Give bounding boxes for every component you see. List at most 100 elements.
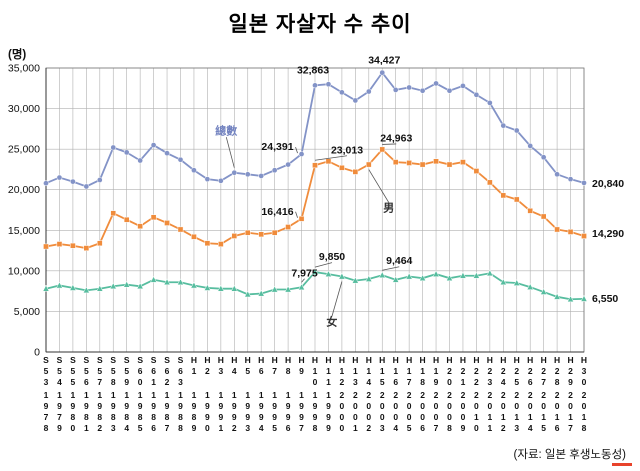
- marker-total: [231, 169, 238, 176]
- marker-male: [218, 241, 224, 247]
- marker-female: [136, 282, 144, 290]
- chart-title: 일본 자살자 수 추이: [228, 13, 412, 36]
- marker-male: [513, 196, 520, 203]
- marker-male: [392, 159, 399, 165]
- marker-male: [271, 229, 278, 236]
- marker-total: [150, 142, 157, 148]
- annotation-label: 20,840: [592, 178, 624, 190]
- annotation-label: 14,290: [592, 228, 624, 240]
- marker-total: [433, 80, 439, 87]
- gridlines: [45, 67, 585, 353]
- y-tick-label: 10,000: [8, 265, 40, 277]
- marker-total: [500, 122, 507, 129]
- marker-male: [460, 159, 466, 165]
- marker-female: [445, 274, 454, 282]
- annotation-label: 總數: [215, 124, 237, 138]
- marker-female: [203, 283, 211, 291]
- marker-female: [55, 281, 63, 289]
- marker-female: [540, 288, 548, 295]
- marker-total: [487, 100, 493, 106]
- annotation-label: 23,013: [331, 144, 363, 156]
- marker-male: [339, 164, 345, 171]
- annotation-leader: [295, 211, 298, 218]
- y-tick-label: 15,000: [8, 225, 40, 237]
- annotation-label: 6,550: [592, 293, 618, 305]
- marker-female: [378, 271, 386, 279]
- marker-total: [298, 151, 305, 157]
- marker-male: [554, 226, 560, 233]
- marker-female: [499, 278, 507, 286]
- marker-female: [96, 284, 104, 292]
- marker-total: [164, 150, 170, 157]
- marker-total: [460, 83, 466, 89]
- series-female: [42, 268, 588, 303]
- annotation-label: 32,863: [297, 64, 329, 76]
- marker-female: [163, 278, 171, 286]
- y-tick-label: 20,000: [8, 184, 40, 196]
- marker-female: [109, 282, 117, 290]
- marker-total: [285, 161, 291, 168]
- marker-male: [244, 229, 251, 236]
- marker-male: [56, 241, 63, 247]
- annotation-label: 34,427: [368, 55, 400, 67]
- red-mark: [612, 463, 632, 466]
- marker-total: [365, 88, 372, 95]
- marker-female: [338, 272, 346, 280]
- annotation-leader: [382, 266, 400, 271]
- marker-male: [419, 161, 426, 168]
- marker-total: [177, 156, 184, 163]
- marker-total: [446, 87, 453, 94]
- y-tick-label: 30,000: [8, 103, 40, 115]
- marker-female: [553, 292, 561, 300]
- marker-female: [298, 283, 306, 291]
- marker-total: [581, 180, 587, 186]
- marker-male: [433, 158, 439, 165]
- annotation-leader: [331, 281, 343, 317]
- annotation-label: 16,416: [261, 206, 293, 218]
- marker-female: [123, 280, 131, 288]
- marker-male: [567, 229, 574, 235]
- marker-total: [567, 176, 574, 183]
- marker-male: [123, 216, 130, 223]
- marker-male: [365, 161, 372, 168]
- marker-male: [352, 169, 359, 175]
- marker-male: [231, 233, 238, 239]
- marker-male: [325, 158, 332, 165]
- annotation-leader: [301, 278, 305, 283]
- marker-male: [446, 161, 453, 168]
- marker-male: [298, 215, 305, 222]
- marker-female: [257, 289, 265, 297]
- marker-female: [324, 270, 332, 277]
- marker-total: [137, 157, 143, 164]
- marker-male: [500, 192, 507, 199]
- y-tick-label: 5,000: [14, 306, 40, 318]
- marker-female: [392, 275, 400, 283]
- marker-total: [554, 171, 560, 178]
- marker-total: [527, 143, 534, 149]
- marker-male: [96, 240, 103, 247]
- annotation-label: 9,850: [319, 251, 345, 263]
- marker-male: [70, 242, 76, 249]
- annotation-label: 9,464: [386, 255, 412, 267]
- marker-female: [42, 284, 50, 292]
- marker-total: [513, 127, 520, 134]
- marker-total: [540, 154, 547, 161]
- marker-male: [406, 160, 412, 166]
- marker-total: [339, 89, 345, 96]
- marker-female: [69, 283, 77, 291]
- marker-total: [110, 144, 117, 151]
